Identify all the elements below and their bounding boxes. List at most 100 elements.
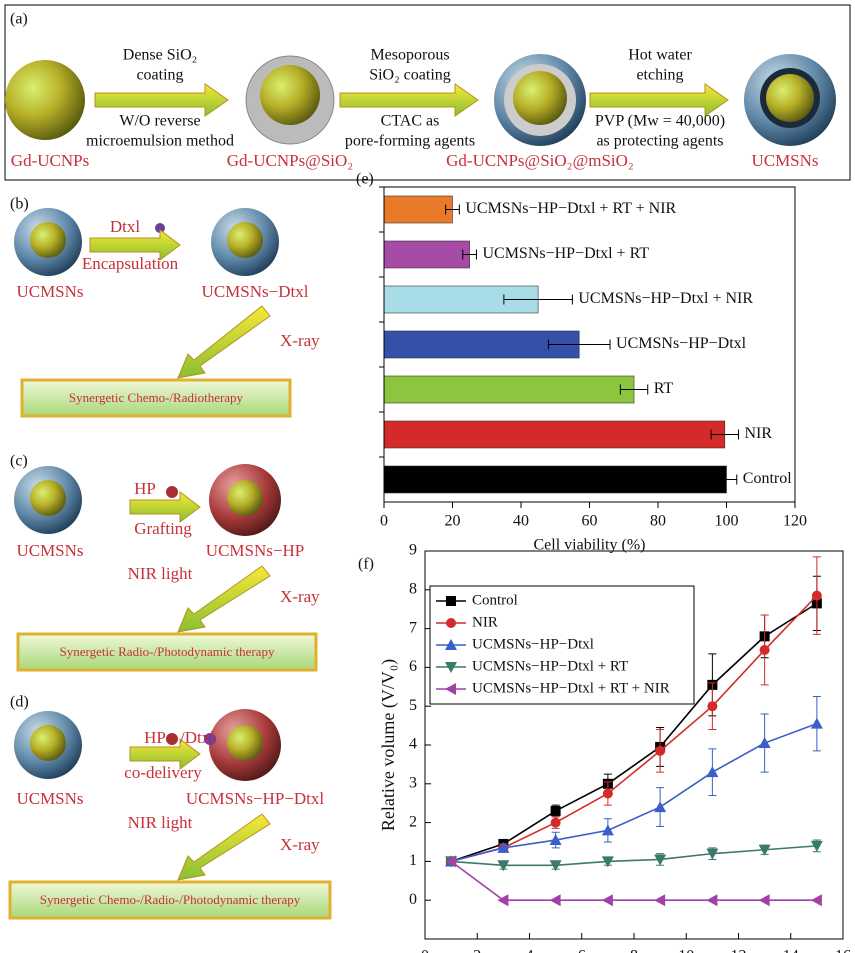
molecule [166, 733, 178, 745]
marker [811, 894, 822, 906]
x-tick-label: 6 [578, 948, 586, 953]
series-line [451, 861, 817, 900]
category-label: UCMSNs−HP−Dtxl + RT [482, 245, 649, 262]
marker [811, 718, 823, 729]
arrow [340, 84, 478, 116]
stimulus: X-ray [280, 587, 320, 606]
panel-label: (d) [10, 694, 29, 711]
legend-label: Control [472, 592, 518, 608]
step-text: coating [136, 67, 183, 84]
panel-c: (c) HP Grafting UCMSNs UCMSNs−HP NIR lig… [10, 453, 320, 670]
arrow [590, 84, 728, 116]
y-tick-label: 5 [409, 697, 417, 714]
x-tick-label: 100 [715, 513, 739, 530]
marker [602, 894, 613, 906]
product-label: UCMSNs−HP−Dtxl [186, 789, 324, 808]
marker [706, 766, 718, 777]
marker [812, 591, 822, 601]
product-label: Gd-UCNPs [11, 151, 89, 170]
panel-label: (e) [356, 171, 374, 188]
bar [384, 466, 727, 493]
bar [384, 376, 634, 403]
category-label: NIR [744, 425, 772, 442]
x-tick-label: 20 [445, 513, 461, 530]
marker [654, 801, 666, 812]
step-text: PVP (Mw = 40,000) [595, 113, 725, 130]
page: (a) Dense SiO₂ coating W/O reverse micro… [0, 0, 855, 953]
product-label: Gd-UCNPs@SiO₂@mSiO₂ [446, 151, 634, 170]
panel-b: (b) Dtxl Encapsulation UCMSNs UCMSNs−Dtx… [10, 196, 320, 416]
panel-label: (b) [10, 196, 29, 213]
y-tick-label: 1 [409, 852, 417, 869]
stimulus: X-ray [280, 835, 320, 854]
figure: (a) Dense SiO₂ coating W/O reverse micro… [0, 0, 855, 953]
marker [707, 701, 717, 711]
particle-core [766, 74, 814, 122]
x-tick-label: 10 [678, 948, 694, 953]
x-tick-label: 0 [380, 513, 388, 530]
y-tick-label: 2 [409, 813, 417, 830]
panel-d: (d) HP /Dtxl co-delivery UCMSNs UCMSNs−H… [10, 694, 330, 918]
product-label: Gd-UCNPs@SiO₂ [227, 151, 353, 170]
arrow [178, 306, 270, 378]
particle-core [30, 222, 66, 258]
bar [384, 241, 470, 268]
step-text: CTAC as [381, 113, 440, 130]
panel-label: (a) [10, 11, 28, 28]
result: Synergetic Chemo-/Radio-/Photodynamic th… [40, 892, 301, 907]
y-tick-label: 4 [409, 736, 417, 753]
step-text: Mesoporous [370, 47, 449, 64]
category-label: UCMSNs−HP−Dtxl + RT + NIR [465, 200, 676, 217]
category-label: Control [743, 470, 792, 487]
particle-core [227, 480, 263, 516]
particle-core [227, 222, 263, 258]
marker [446, 618, 456, 628]
panel-a: (a) Dense SiO₂ coating W/O reverse micro… [5, 5, 850, 180]
result: Synergetic Radio-/Photodynamic therapy [60, 644, 275, 659]
step-text: Hot water [628, 47, 692, 64]
particle-core [30, 725, 66, 761]
process: Grafting [134, 519, 192, 538]
legend-label: NIR [472, 614, 498, 630]
particle-core [227, 725, 263, 761]
step-text: microemulsion method [86, 133, 234, 150]
y-axis-label: Relative volume (V/V₀) [378, 659, 399, 831]
legend-label: UCMSNs−HP−Dtxl [472, 636, 594, 652]
x-tick-label: 8 [630, 948, 638, 953]
particle-core [260, 65, 320, 125]
y-tick-label: 8 [409, 580, 417, 597]
marker [551, 806, 561, 816]
result: Synergetic Chemo-/Radiotherapy [69, 390, 244, 405]
panel-label: (c) [10, 453, 28, 470]
step-text: W/O reverse [119, 113, 200, 130]
bar [384, 196, 453, 223]
x-tick-label: 80 [650, 513, 666, 530]
x-tick-label: 40 [513, 513, 529, 530]
result-box: Synergetic Chemo-/Radiotherapy [22, 380, 290, 416]
marker [760, 645, 770, 655]
arrow [95, 84, 228, 116]
marker [706, 894, 717, 906]
molecule [166, 486, 178, 498]
x-tick-label: 16 [835, 948, 851, 953]
marker [550, 894, 561, 906]
reagent: /Dtxl [180, 728, 215, 747]
y-tick-label: 0 [409, 891, 417, 908]
reagent: Dtxl [110, 217, 141, 236]
step-text: etching [636, 67, 683, 84]
y-tick-label: 3 [409, 774, 417, 791]
panel-label: (f) [358, 556, 374, 573]
marker [602, 824, 614, 835]
result-box: Synergetic Chemo-/Radio-/Photodynamic th… [10, 882, 330, 918]
start-label: UCMSNs [16, 282, 83, 301]
stimulus: NIR light [128, 564, 193, 583]
marker [759, 737, 771, 748]
marker [655, 746, 665, 756]
x-tick-label: 0 [421, 948, 429, 953]
x-tick-label: 12 [731, 948, 747, 953]
step-text: SiO₂ coating [369, 67, 451, 84]
marker [759, 894, 770, 906]
start-label: UCMSNs [16, 541, 83, 560]
marker [446, 596, 456, 606]
